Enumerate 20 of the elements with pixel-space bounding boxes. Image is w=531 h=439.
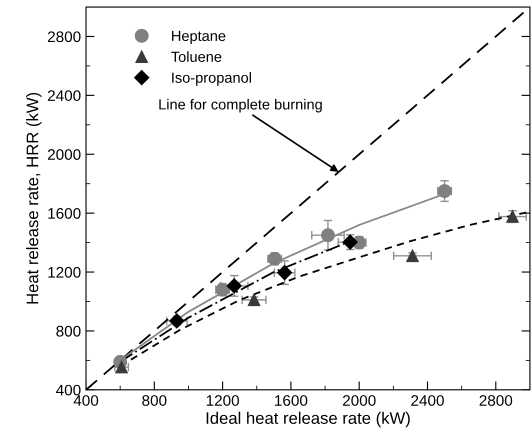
x-tick-label: 2000 — [342, 395, 376, 406]
x-tick-label: 1600 — [275, 395, 308, 406]
x-tick-label: 1200 — [206, 395, 240, 406]
legend-label: Iso-propanol — [172, 72, 251, 86]
y-tick-label: 400 — [56, 384, 81, 396]
legend-label: Heptane — [172, 30, 226, 44]
y-tick-label: 2800 — [48, 31, 81, 42]
x-tick-label: 2800 — [480, 395, 512, 406]
y-tick-label: 1600 — [48, 208, 81, 219]
legend-label: Toluene — [171, 51, 222, 62]
y-tick-label: 2000 — [48, 149, 81, 160]
y-tick-label: 800 — [56, 326, 81, 337]
x-tick-label: 2400 — [411, 395, 444, 406]
x-tick-label: 400 — [74, 395, 98, 406]
y-tick-label: 2400 — [48, 90, 81, 102]
annotation: Line for complete burning — [159, 98, 322, 112]
x-tick-label: 800 — [142, 395, 166, 406]
y-axis-title: Heat release rate, HRR (kW) — [26, 92, 42, 304]
y-tick-label: 1200 — [48, 266, 81, 278]
x-axis-title: Ideal heat release rate (kW) — [206, 412, 410, 428]
